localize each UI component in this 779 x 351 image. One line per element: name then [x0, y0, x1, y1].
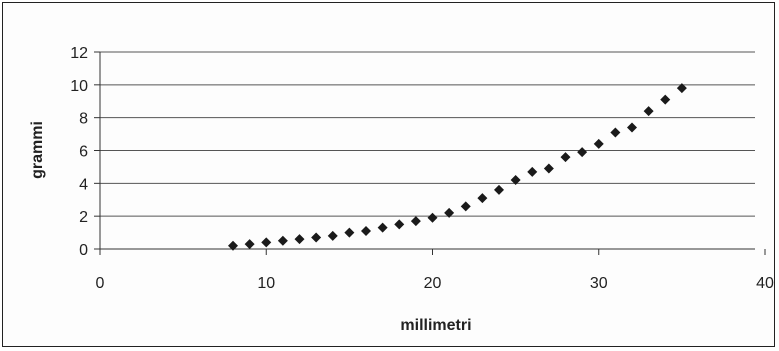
data-point-6	[327, 230, 338, 241]
data-point-12	[427, 212, 438, 223]
data-point-14	[460, 201, 471, 212]
data-point-8	[361, 225, 371, 236]
data-point-3	[277, 235, 288, 246]
data-point-19	[543, 163, 554, 174]
data-point-22	[593, 138, 604, 149]
data-point-23	[610, 127, 621, 138]
y-tick-label-10: 10	[70, 78, 88, 95]
x-tick-label-20: 20	[424, 275, 442, 292]
data-point-10	[394, 219, 405, 230]
y-tick-label-12: 12	[70, 45, 88, 62]
grid-layer	[100, 51, 755, 250]
x-tick-label-40: 40	[756, 275, 774, 292]
axis-layer	[94, 51, 766, 255]
data-point-13	[444, 207, 455, 218]
data-point-18	[527, 166, 538, 177]
y-axis-title: grammi	[29, 121, 46, 179]
tick-labels: 0 2 4 6 8 10 12 0 10 20 30 40	[70, 45, 774, 292]
y-tick-label-4: 4	[79, 176, 88, 193]
y-tick-label-6: 6	[79, 144, 88, 161]
data-point-20	[560, 152, 571, 163]
x-axis-title: millimetri	[400, 317, 471, 334]
data-point-5	[311, 232, 322, 243]
data-point-2	[261, 237, 272, 248]
data-point-1	[244, 239, 255, 250]
x-tick-label-30: 30	[590, 275, 608, 292]
data-point-9	[377, 222, 388, 233]
data-point-17	[510, 175, 521, 186]
data-point-0	[228, 240, 238, 251]
data-points	[228, 83, 687, 251]
data-point-15	[477, 193, 488, 204]
y-tick-label-0: 0	[79, 242, 88, 259]
data-point-11	[410, 216, 421, 227]
data-point-16	[494, 184, 504, 195]
data-point-24	[627, 122, 637, 133]
data-point-4	[294, 234, 305, 245]
y-tick-label-2: 2	[79, 209, 88, 226]
x-tick-label-0: 0	[96, 275, 105, 292]
y-tick-label-8: 8	[79, 111, 88, 128]
data-point-7	[344, 227, 355, 238]
data-point-26	[660, 94, 671, 105]
data-point-21	[577, 147, 588, 158]
x-tick-label-10: 10	[257, 275, 275, 292]
data-point-25	[643, 106, 654, 117]
data-point-27	[676, 83, 687, 94]
chart-frame	[2, 2, 775, 347]
